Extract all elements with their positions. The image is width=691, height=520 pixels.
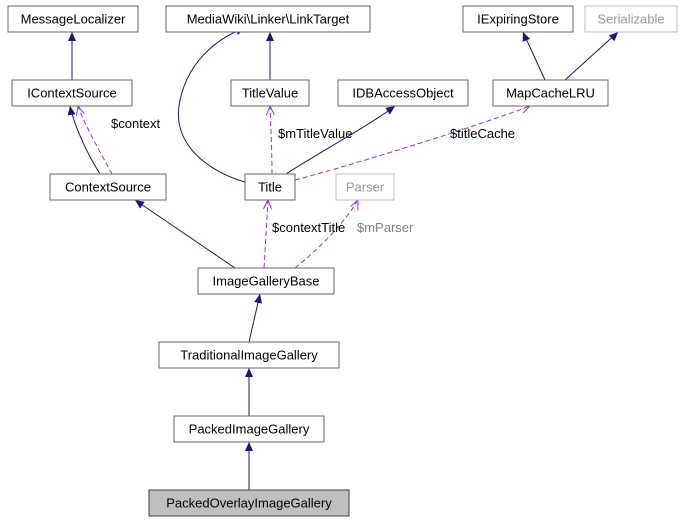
arrowhead bbox=[266, 32, 274, 41]
node-label: PackedImageGallery bbox=[189, 421, 310, 436]
node-ContextSource: ContextSource bbox=[50, 174, 166, 200]
edge-label: $titleCache bbox=[450, 126, 515, 141]
edge-Title-TitleValue bbox=[270, 106, 272, 174]
edge-label: $mTitleValue bbox=[278, 126, 352, 141]
node-PackedImageGallery: PackedImageGallery bbox=[174, 416, 324, 442]
node-label: IExpiringStore bbox=[477, 11, 559, 26]
node-label: TitleValue bbox=[242, 85, 298, 100]
node-IExpiringStore: IExpiringStore bbox=[463, 6, 573, 32]
edge-label: $context bbox=[111, 116, 161, 131]
edge-MapCacheLRU-Serializable bbox=[565, 32, 618, 80]
edge-ImageGalleryBase-ContextSource bbox=[135, 200, 235, 268]
node-IDBAccessObject: IDBAccessObject bbox=[338, 80, 468, 106]
node-label: PackedOverlayImageGallery bbox=[166, 495, 332, 510]
edge-label: $mParser bbox=[357, 220, 414, 235]
nodes-layer: MessageLocalizer MediaWiki\Linker\LinkTar… bbox=[8, 6, 677, 516]
node-MessageLocalizer: MessageLocalizer bbox=[8, 6, 138, 32]
edge-Title-MapCacheLRU bbox=[295, 106, 530, 180]
node-label: Title bbox=[258, 179, 282, 194]
node-label: MessageLocalizer bbox=[21, 11, 126, 26]
node-MapCacheLRU: MapCacheLRU bbox=[493, 80, 608, 106]
node-label: MapCacheLRU bbox=[506, 85, 595, 100]
arrowhead bbox=[68, 32, 76, 41]
node-ImageGalleryBase: ImageGalleryBase bbox=[198, 268, 334, 294]
node-TitleValue: TitleValue bbox=[231, 80, 309, 106]
arrowhead bbox=[254, 293, 264, 303]
edge-ContextSource-IContextSource bbox=[78, 106, 112, 174]
node-Title: Title bbox=[245, 174, 295, 200]
node-PackedOverlayImageGallery: PackedOverlayImageGallery bbox=[149, 490, 349, 516]
node-label: ContextSource bbox=[65, 179, 151, 194]
edge-label: $contextTitle bbox=[272, 220, 345, 235]
node-label: Serializable bbox=[597, 11, 664, 26]
edge-ImageGalleryBase-Title bbox=[264, 200, 268, 268]
node-label: MediaWiki\Linker\LinkTarget bbox=[187, 11, 350, 26]
node-IContextSource: IContextSource bbox=[12, 80, 132, 106]
arrowhead bbox=[245, 368, 253, 377]
arrowhead bbox=[66, 105, 75, 115]
node-Serializable: Serializable bbox=[585, 6, 677, 32]
node-label: IDBAccessObject bbox=[352, 85, 454, 100]
arrowhead bbox=[245, 442, 253, 451]
node-LinkTarget: MediaWiki\Linker\LinkTarget bbox=[166, 6, 370, 32]
node-label: ImageGalleryBase bbox=[213, 273, 320, 288]
node-TraditionalImageGallery: TraditionalImageGallery bbox=[159, 342, 339, 368]
arrowhead bbox=[74, 105, 84, 116]
node-label: TraditionalImageGallery bbox=[180, 347, 318, 362]
node-label: Parser bbox=[346, 179, 385, 194]
node-label: IContextSource bbox=[27, 85, 117, 100]
node-Parser: Parser bbox=[336, 174, 394, 200]
edge-ContextSource-IContextSource bbox=[70, 106, 100, 174]
